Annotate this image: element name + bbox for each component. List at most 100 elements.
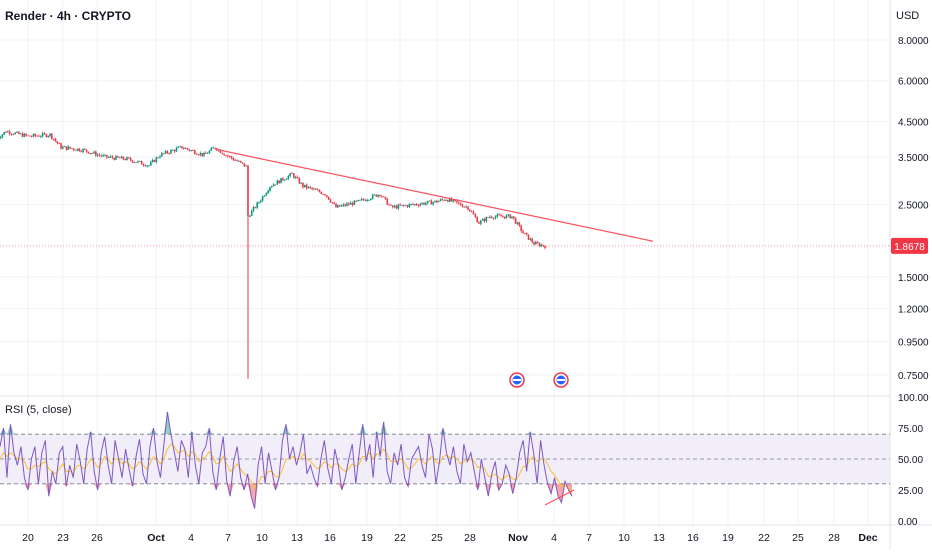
rsi-oversold-fill <box>251 483 255 509</box>
candle-body <box>111 156 114 158</box>
candle-body <box>190 150 192 151</box>
candle-body <box>137 161 139 163</box>
candle-body <box>285 178 288 180</box>
candle-body <box>476 217 478 223</box>
candle-body <box>338 205 341 207</box>
candle-body <box>485 217 488 222</box>
candle-body <box>148 165 150 167</box>
rsi-line <box>0 411 573 509</box>
candle-body <box>294 177 297 178</box>
candle-body <box>366 200 368 201</box>
rsi-oversold-fill <box>62 483 67 487</box>
candle-body <box>331 202 334 204</box>
candle-body <box>23 133 26 137</box>
chart-title: Render · 4h · CRYPTO <box>5 9 132 23</box>
candle-body <box>27 135 29 137</box>
candle-body <box>520 225 522 232</box>
candle-body <box>472 211 475 215</box>
candle-body <box>298 178 301 184</box>
candle-body <box>115 155 117 160</box>
candle-body <box>74 149 77 151</box>
candle-body <box>34 133 37 136</box>
candle-body <box>223 153 225 156</box>
candle-body <box>206 153 209 155</box>
rsi-oversold-fill <box>317 483 321 487</box>
candle-body <box>318 189 321 192</box>
candle-body <box>3 131 5 135</box>
candle-body <box>109 156 112 158</box>
x-tick-label: 10 <box>256 532 268 544</box>
candle-body <box>236 160 238 162</box>
candle-body <box>388 204 390 206</box>
candle-body <box>117 155 119 158</box>
currency-label[interactable]: USD <box>896 10 920 22</box>
candle-body <box>480 220 482 224</box>
candle-body <box>199 152 202 155</box>
candle-body <box>60 143 62 149</box>
candle-body <box>307 186 310 189</box>
candle-body <box>503 216 506 219</box>
candle-body <box>289 173 291 176</box>
candle-body <box>296 177 299 179</box>
candle-body <box>133 162 136 163</box>
candle-body <box>188 149 191 151</box>
candle-body <box>274 184 277 186</box>
candle-body <box>498 214 500 216</box>
candle-body <box>395 205 398 209</box>
event-icon <box>553 372 569 388</box>
candle-body <box>412 204 414 205</box>
candle-body <box>529 238 532 240</box>
candle-body <box>73 148 75 150</box>
x-tick-label: 22 <box>758 532 770 544</box>
rsi-overbought-fill <box>188 431 192 435</box>
candle-body <box>210 147 213 151</box>
candle-body <box>516 222 519 224</box>
candle-body <box>542 244 544 247</box>
candle-body <box>139 161 141 162</box>
candle-body <box>386 198 389 205</box>
candle-body <box>91 153 93 154</box>
candle-body <box>313 188 315 190</box>
candle-body <box>417 205 420 206</box>
rsi-oversold-fill <box>132 483 137 487</box>
x-tick-label: 7 <box>586 532 592 544</box>
last-price-badge <box>891 237 928 254</box>
candle-body <box>463 206 466 208</box>
candle-body <box>179 146 181 148</box>
candle-body <box>348 203 350 205</box>
candle-body <box>469 209 471 212</box>
candle-body <box>373 194 376 196</box>
candle-body <box>447 200 449 202</box>
candle-body <box>25 133 27 136</box>
candle-body <box>212 147 214 149</box>
candle-body <box>327 196 330 200</box>
candle-body <box>538 243 541 247</box>
candle-body <box>368 199 370 201</box>
rsi-overbought-fill <box>373 431 377 435</box>
candle-body <box>371 194 374 199</box>
candle-body <box>71 148 73 150</box>
candle-body <box>340 205 343 207</box>
candle-body <box>456 200 458 203</box>
candle-body <box>377 194 379 197</box>
candle-body <box>311 187 313 189</box>
candle-body <box>267 190 269 194</box>
candle-body <box>403 204 405 206</box>
candle-body <box>514 218 517 224</box>
candle-body <box>252 207 255 211</box>
candle-body <box>404 205 407 207</box>
candle-body <box>201 152 203 156</box>
candle-body <box>276 180 279 185</box>
price-series <box>0 129 546 379</box>
candle-body <box>524 233 526 234</box>
candle-body <box>320 191 323 194</box>
candle-body <box>265 193 268 196</box>
candle-body <box>351 202 354 205</box>
x-tick-label: 19 <box>722 532 734 544</box>
candle-body <box>513 216 515 219</box>
candle-body <box>448 198 451 202</box>
candle-body <box>430 200 433 205</box>
candle-body <box>355 200 357 202</box>
candle-body <box>159 156 161 158</box>
